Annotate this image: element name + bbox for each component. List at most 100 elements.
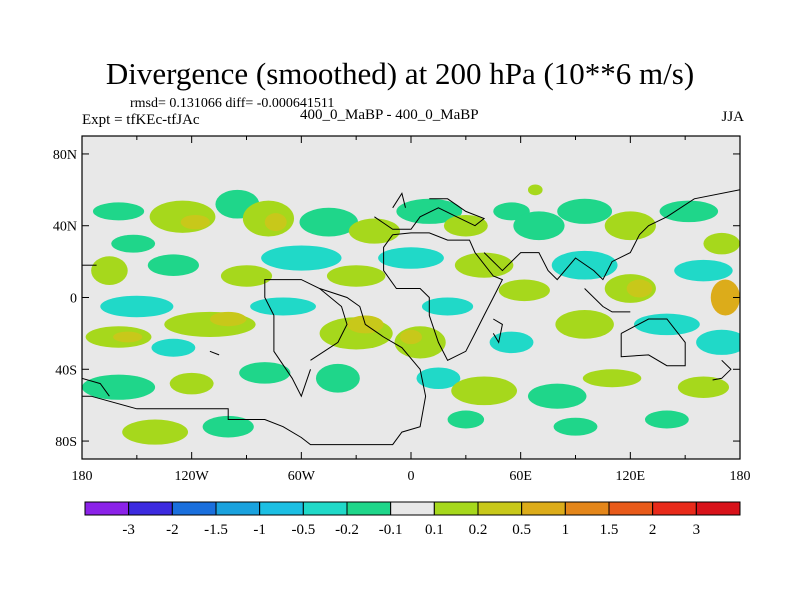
field-blob — [582, 369, 642, 388]
field-blob — [82, 374, 156, 400]
colorbar-swatch — [521, 501, 566, 516]
colorbar-label: 1.5 — [600, 522, 619, 538]
colorbar-swatch — [652, 501, 697, 516]
field-blob — [209, 311, 247, 327]
field-blob — [555, 310, 614, 339]
field-blob — [91, 256, 128, 285]
coastline — [492, 318, 503, 344]
coastline — [620, 318, 686, 367]
colorbar-label: 3 — [693, 522, 701, 538]
coastline — [264, 279, 348, 398]
colorbar-swatch — [259, 501, 304, 516]
field-blob — [498, 279, 550, 302]
field-blob — [169, 372, 214, 395]
field-blob — [400, 329, 422, 345]
x-tick-label: 120E — [616, 469, 646, 484]
coastline — [374, 198, 486, 230]
colorbar-label: -0.2 — [335, 522, 359, 538]
colorbar-swatch — [564, 501, 610, 516]
field-blob — [710, 279, 740, 316]
experiment-label: Expt = tfKEc-tfJAc — [82, 112, 200, 128]
coastline — [712, 359, 732, 381]
field-blob — [239, 362, 291, 384]
field-blob — [551, 250, 618, 280]
field-blob — [527, 184, 543, 196]
field-blob — [644, 410, 689, 429]
colorbar-swatch — [390, 501, 435, 516]
colorbar-swatch — [346, 501, 392, 516]
field-blob — [147, 254, 199, 276]
field-blob — [111, 234, 156, 253]
stats-label: rmsd= 0.131066 diff= -0.000641511 — [130, 96, 335, 111]
colorbar-label: 0.5 — [512, 522, 531, 538]
field-blob — [180, 214, 210, 230]
coastline — [392, 192, 406, 209]
colorbar-label: -0.1 — [379, 522, 403, 538]
field-blob — [489, 331, 534, 354]
colorbar-label: 2 — [649, 522, 657, 538]
coastline — [82, 288, 427, 446]
colorbar-label: -3 — [122, 522, 135, 538]
field-blob — [378, 247, 444, 269]
field-blob — [557, 198, 613, 224]
season-label: JJA — [721, 109, 744, 125]
field-blob — [92, 202, 145, 221]
colorbar-label: -2 — [166, 522, 179, 538]
colorbar-label: 1 — [562, 522, 570, 538]
field-blob — [454, 252, 514, 278]
field-blob — [674, 259, 733, 282]
field-blob — [677, 376, 730, 398]
field-blob — [604, 211, 656, 241]
field-blob — [122, 419, 189, 445]
colorbar-swatch — [84, 501, 130, 516]
field-blob — [553, 417, 598, 436]
field-blob — [100, 295, 174, 318]
field-blob — [261, 245, 342, 271]
field-blob — [348, 218, 401, 244]
x-tick-label: 0 — [408, 469, 415, 484]
colorbar-swatch — [608, 501, 654, 516]
colorbar-swatch — [128, 501, 173, 516]
field-blob — [443, 214, 488, 237]
colorbar-swatch — [695, 501, 741, 516]
field-blob — [264, 213, 287, 232]
x-tick-label: 120W — [175, 469, 210, 484]
colorbar-swatch — [302, 501, 348, 516]
colorbar-swatch — [215, 501, 261, 516]
field-layer — [82, 184, 740, 445]
coastline — [209, 350, 220, 356]
x-tick-label: 180 — [730, 469, 751, 484]
y-tick-label: 40N — [53, 220, 77, 235]
y-tick-label: 80N — [53, 148, 77, 163]
x-tick-label: 60W — [288, 469, 316, 484]
coastline — [383, 232, 504, 361]
field-blob — [451, 376, 518, 406]
field-blob — [299, 207, 358, 237]
field-blob — [113, 331, 143, 343]
colorbar-swatch — [171, 501, 217, 516]
field-blob — [513, 211, 565, 241]
field-blob — [151, 338, 196, 357]
field-blob — [421, 297, 474, 316]
field-blob — [315, 363, 360, 393]
chart-title: Divergence (smoothed) at 200 hPa (10**6 … — [105, 56, 695, 91]
coastline — [483, 189, 740, 281]
field-blob — [659, 200, 719, 223]
colorbar-label: -0.5 — [291, 522, 315, 538]
y-tick-label: 40S — [55, 363, 77, 378]
field-blob — [447, 410, 485, 429]
y-tick-label: 80S — [55, 435, 77, 450]
center-label: 400_0_MaBP - 400_0_MaBP — [300, 107, 479, 123]
coastline-layer — [82, 189, 740, 446]
x-tick-label: 180 — [72, 469, 93, 484]
y-tick-label: 0 — [70, 292, 77, 307]
field-blob — [396, 198, 463, 224]
colorbar-label: -1 — [253, 522, 266, 538]
field-blob — [220, 265, 273, 287]
x-tick-label: 60E — [509, 469, 532, 484]
colorbar-label: 0.1 — [425, 522, 444, 538]
field-blob — [696, 329, 740, 355]
coastline — [82, 377, 110, 397]
